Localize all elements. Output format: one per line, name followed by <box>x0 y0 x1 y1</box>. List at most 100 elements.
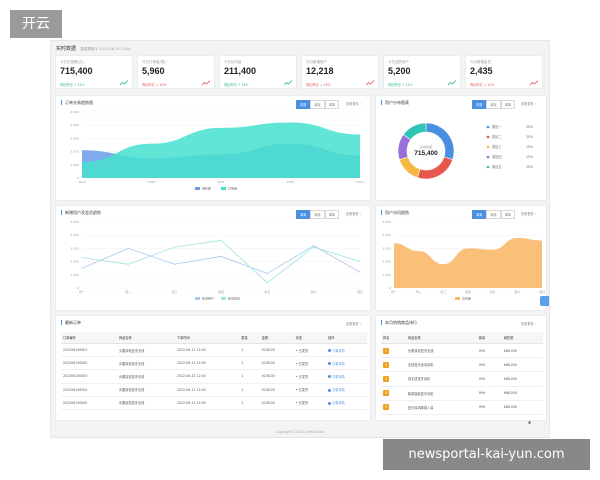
table-row[interactable]: 202206150003 头戴耳机蓝牙无线 2022-06-15 12:00 1 ¥23… <box>61 369 367 384</box>
cell-text: 真无线蓝牙耳机 <box>407 377 431 382</box>
order-detail-link[interactable]: 订单详情 <box>332 388 345 393</box>
table-row[interactable]: 3 真无线蓝牙耳机 999 ¥88,000 <box>381 371 543 387</box>
rank-badge: 1 <box>383 347 389 354</box>
tab-month[interactable]: 本月 <box>310 210 325 219</box>
side-tab-button[interactable] <box>540 296 549 306</box>
data-point <box>359 134 360 135</box>
tab-year[interactable]: 本年 <box>500 210 516 219</box>
hot-products-panel: 本月热销商品排行 查看更多 › 排名 商品名称 销量 销售额 1 头戴耳机蓝牙无线 999 ¥… <box>375 315 547 421</box>
cell-text: • 已发货 <box>295 388 309 393</box>
table-cell: 1 <box>239 356 260 371</box>
data-point <box>266 272 268 275</box>
stat-card[interactable]: 今日新增会员 2,435 同比昨日 ↓ 12% <box>465 55 543 89</box>
tab-month[interactable]: 本月 <box>310 100 325 109</box>
cell-text: 999 <box>478 405 485 410</box>
cell-text: 2022-06-15 12:00 <box>176 361 206 366</box>
table-cell: ¥88,000 <box>501 357 543 373</box>
y-tick-label: 5,000 <box>70 110 79 114</box>
slice-percent: 15% <box>526 155 533 159</box>
order-detail-link[interactable]: 订单详情 <box>332 401 345 406</box>
table-row[interactable]: 202206150001 头戴耳机蓝牙无线 2022-06-15 12:00 1 ¥23… <box>61 343 367 358</box>
x-tick-label: 2022 <box>287 180 295 184</box>
stat-card[interactable]: 今日活跃用户 5,200 同比昨日 ↑ 14% <box>383 55 461 89</box>
tab-week[interactable]: 本周 <box>296 210 311 219</box>
table-cell: 头戴耳机蓝牙无线 <box>116 369 175 384</box>
view-more-link[interactable]: 查看更多 › <box>521 102 537 106</box>
column-header: 商品名称 <box>405 332 477 344</box>
donut-center-label: 总销售额 <box>420 144 432 149</box>
tab-year[interactable]: 本年 <box>324 210 340 219</box>
ranking-table: 排名 商品名称 销量 销售额 1 头戴耳机蓝牙无线 999 ¥88,000 2 无线蓝牙运动耳机 9… <box>381 332 543 415</box>
data-point <box>359 271 361 273</box>
tab-month[interactable]: 本月 <box>486 100 501 109</box>
x-tick-label: 周六 <box>514 289 520 294</box>
view-more-link[interactable]: 查看更多 › <box>346 212 362 216</box>
table-cell: 999 <box>476 400 502 415</box>
tab-year[interactable]: 本年 <box>500 100 516 109</box>
order-detail-link[interactable]: 订单详情 <box>332 361 345 366</box>
view-more-link[interactable]: 查看更多 › <box>346 102 362 106</box>
stat-value: 5,960 <box>142 66 165 76</box>
orders-table: 订单编号 商品名称 下单时间 数量 金额 状态 操作 202206150001 头戴耳机蓝牙无线… <box>61 332 367 410</box>
table-row[interactable]: 202206150004 头戴耳机蓝牙无线 2022-06-15 12:00 1 ¥23… <box>61 383 367 397</box>
table-row[interactable]: 5 蓝牙耳机降噪入耳 999 ¥88,000 <box>381 400 543 415</box>
view-more-link[interactable]: 查看更多 › <box>521 212 537 216</box>
page-header: 实时数据 数据更新于 2022-06-15 12:00 <box>56 45 131 52</box>
order-detail-link[interactable]: 订单详情 <box>332 348 345 353</box>
tab-month[interactable]: 本月 <box>486 210 501 219</box>
stat-card[interactable]: 今日交易额(元) 715,400 同比昨日 ↑ 12% <box>55 55 133 89</box>
table-cell: 2022-06-15 12:00 <box>174 356 240 371</box>
stat-card[interactable]: 今日访问量 211,400 同比昨日 ↑ 14% <box>219 55 297 89</box>
table-cell: 头戴耳机蓝牙无线 <box>405 343 477 359</box>
table-row[interactable]: 2 无线蓝牙运动耳机 999 ¥88,000 <box>381 357 543 373</box>
cell-text: 999 <box>478 362 485 367</box>
data-point <box>313 246 315 248</box>
cell-text: 202206150003 <box>63 374 88 379</box>
cell-text: 202206150001 <box>63 348 88 353</box>
table-cell: 头戴耳机蓝牙无线 <box>116 383 175 397</box>
table-row[interactable]: 202206150002 头戴耳机蓝牙无线 2022-06-15 12:00 1 ¥23… <box>61 356 367 371</box>
cell-text: • 已发货 <box>295 401 309 406</box>
cell-text: ¥88,000 <box>503 362 517 367</box>
table-row[interactable]: 1 头戴耳机蓝牙无线 999 ¥88,000 <box>381 343 543 359</box>
data-point <box>393 243 394 244</box>
x-tick-label: 周二 <box>416 289 422 294</box>
footer-copyright: Copyright © 2022 Admin Data <box>275 430 325 434</box>
column-header: 下单时间 <box>174 332 240 344</box>
stat-card[interactable]: 今日新增用户 12,218 同比昨日 ↓ 13% <box>301 55 379 89</box>
hot-products-title: 本月热销商品排行 <box>381 320 417 325</box>
series-area <box>82 122 360 178</box>
tab-week[interactable]: 本周 <box>472 210 487 219</box>
table-cell: 订单详情 <box>326 343 367 358</box>
tab-week[interactable]: 本周 <box>472 100 487 109</box>
tab-year[interactable]: 本年 <box>324 100 340 109</box>
table-row[interactable]: 4 新款智能蓝牙耳机 999 ¥88,000 <box>381 386 543 401</box>
table-cell: 999 <box>476 371 502 387</box>
order-trend-panel: 订单交易趋势图 本周 本月 本年 查看更多 › 5,000 4,000 3,000 2… <box>55 95 371 201</box>
table-cell: 999 <box>476 343 502 359</box>
cell-text: 头戴耳机蓝牙无线 <box>118 374 145 379</box>
x-tick-label: 2020 <box>148 180 156 184</box>
table-cell: 订单详情 <box>326 383 367 397</box>
stat-card[interactable]: 今日订单量(笔) 5,960 同比昨日 ↓ 10% <box>137 55 215 89</box>
view-more-link[interactable]: 查看更多 › <box>346 322 362 326</box>
column-header: 销售额 <box>501 332 543 344</box>
table-row[interactable]: 202206150005 头戴耳机蓝牙无线 2022-06-15 12:00 1 ¥23… <box>61 396 367 410</box>
cell-text: ¥88,000 <box>503 391 517 396</box>
x-tick-label: 周日 <box>539 289 545 294</box>
data-point <box>174 263 176 265</box>
column-header: 操作 <box>326 332 367 344</box>
order-detail-link[interactable]: 订单详情 <box>332 374 345 379</box>
view-more-link[interactable]: 查看更多 › <box>521 322 537 326</box>
tab-week[interactable]: 本周 <box>296 100 311 109</box>
cell-text: 头戴耳机蓝牙无线 <box>118 361 145 366</box>
table-cell: ¥88,000 <box>501 386 543 401</box>
table-header: 订单编号 商品名称 下单时间 数量 金额 状态 操作 <box>61 332 367 344</box>
detail-icon <box>328 349 332 353</box>
data-point <box>220 127 221 128</box>
cell-text: 头戴耳机蓝牙无线 <box>118 388 145 393</box>
cell-text: ¥238.00 <box>261 374 275 379</box>
pie-slice <box>398 156 421 179</box>
scroll-top-icon[interactable]: ▲ <box>528 419 532 424</box>
y-tick-label: 4,000 <box>70 233 79 237</box>
